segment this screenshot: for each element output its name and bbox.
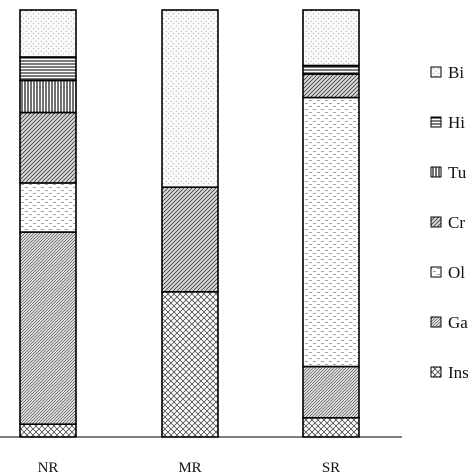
legend-swatch-ol <box>430 266 442 278</box>
bar-segment-nr-tu <box>19 79 77 114</box>
legend-swatch-cr <box>430 216 442 228</box>
bar-segment-mr-bi <box>161 9 219 189</box>
x-tick-label-nr: NR <box>38 460 59 474</box>
bar-segment-nr-hi <box>19 56 77 82</box>
legend-label-ga: Ga <box>448 313 468 332</box>
bar-segment-sr-ol <box>302 96 360 368</box>
legend-label-ol: Ol <box>448 263 465 282</box>
bars-group <box>19 9 360 438</box>
bar-segment-nr-ga <box>19 231 77 425</box>
legend: Bi Hi Tu Cr Ol Ga Ins <box>430 63 469 382</box>
legend-label-cr: Cr <box>448 213 465 232</box>
bar-segment-nr-ins <box>19 423 77 438</box>
bar-segment-nr-cr <box>19 111 77 184</box>
bar-segment-nr-ol <box>19 182 77 233</box>
bar-segment-sr-bi <box>302 9 360 67</box>
legend-swatch-tu <box>430 166 442 178</box>
legend-label-hi: Hi <box>448 113 465 132</box>
x-tick-label-sr: SR <box>322 460 340 474</box>
bar-segment-nr-bi <box>19 9 77 58</box>
legend-swatch-bi <box>430 66 442 78</box>
legend-label-tu: Tu <box>448 163 467 182</box>
legend-label-bi: Bi <box>448 63 464 82</box>
legend-swatch-ins <box>430 366 442 378</box>
legend-swatch-ga <box>430 316 442 328</box>
bar-segment-sr-hi <box>302 64 360 75</box>
bar-segment-mr-ins <box>161 291 219 438</box>
legend-label-ins: Ins <box>448 363 469 382</box>
bar-segment-sr-ga <box>302 365 360 419</box>
legend-swatch-hi <box>430 116 442 128</box>
bar-segment-mr-cr <box>161 186 219 293</box>
bar-segment-sr-cr <box>302 73 360 99</box>
bar-segment-sr-ins <box>302 416 360 438</box>
x-tick-label-mr: MR <box>178 460 201 474</box>
x-tick-labels: NR MR SR <box>38 460 341 474</box>
